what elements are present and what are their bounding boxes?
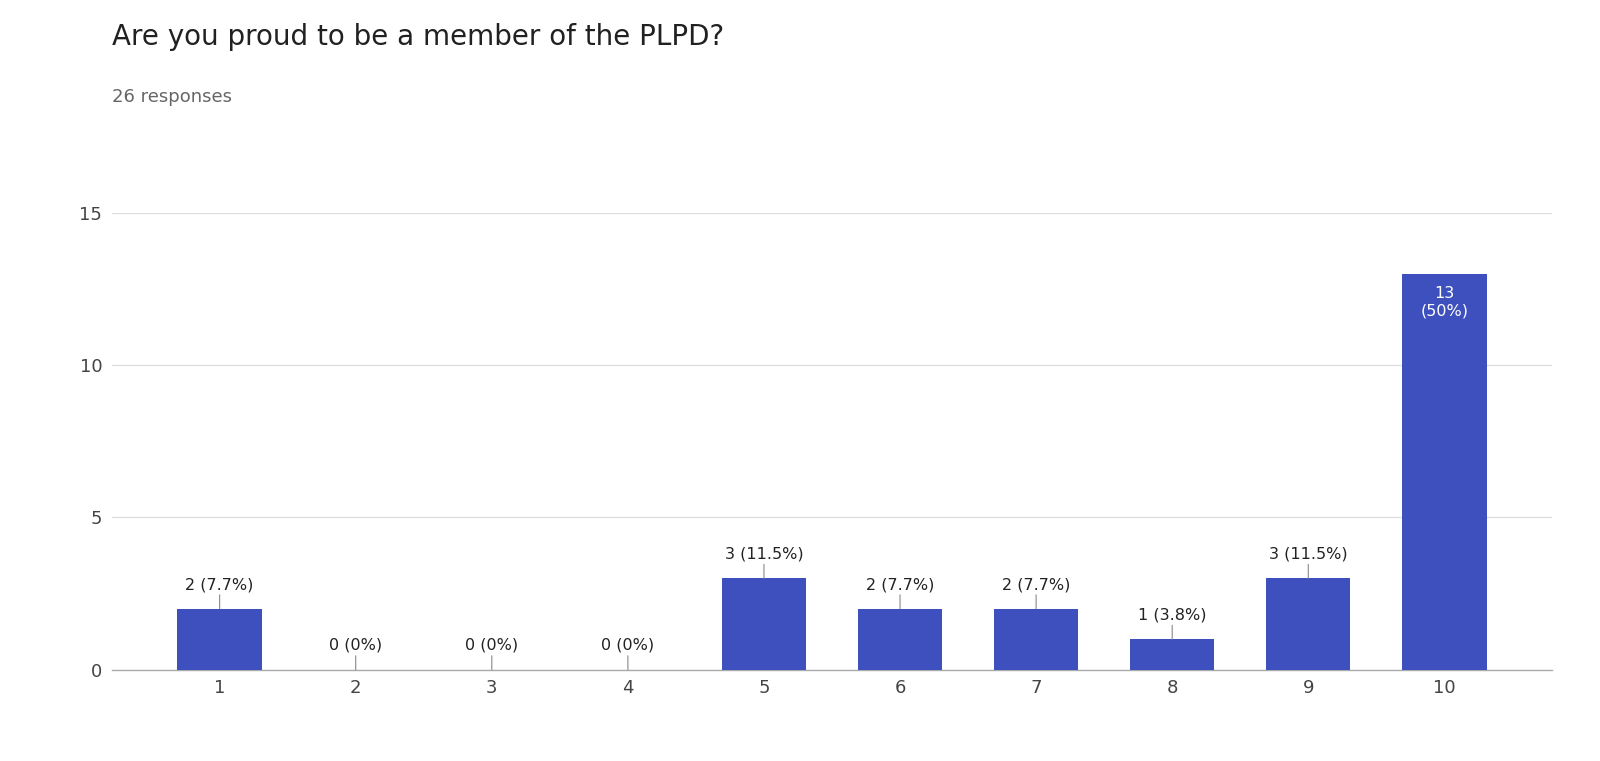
Text: 0 (0%): 0 (0%) [602,638,654,670]
Text: 2 (7.7%): 2 (7.7%) [186,577,254,609]
Text: 2 (7.7%): 2 (7.7%) [866,577,934,609]
Bar [178,609,262,670]
Text: 0 (0%): 0 (0%) [466,638,518,670]
Bar [1266,578,1350,670]
Bar [994,609,1078,670]
Text: 26 responses: 26 responses [112,88,232,106]
Text: 3 (11.5%): 3 (11.5%) [725,546,803,578]
Text: 3 (11.5%): 3 (11.5%) [1269,546,1347,578]
Bar [722,578,806,670]
Text: Are you proud to be a member of the PLPD?: Are you proud to be a member of the PLPD… [112,23,725,51]
Text: 2 (7.7%): 2 (7.7%) [1002,577,1070,609]
Bar [1402,274,1486,670]
Text: 13
(50%): 13 (50%) [1421,286,1469,319]
Text: 0 (0%): 0 (0%) [330,638,382,670]
Bar [858,609,942,670]
Bar [1130,639,1214,670]
Text: 1 (3.8%): 1 (3.8%) [1138,607,1206,639]
